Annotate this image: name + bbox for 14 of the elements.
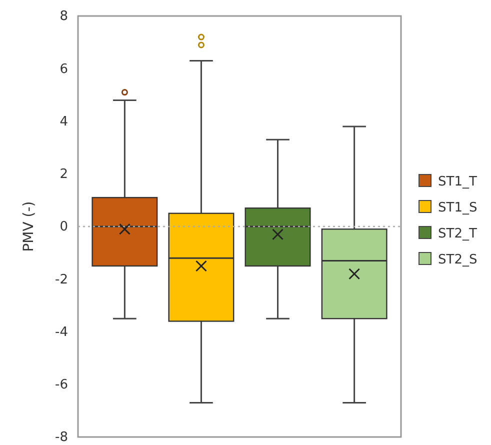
y-tick-label: 8 (60, 9, 68, 24)
y-tick-label: -4 (55, 324, 68, 340)
legend-label: ST2_S (438, 252, 478, 268)
y-tick-label: 2 (60, 167, 68, 182)
y-tick-label: 0 (60, 220, 68, 235)
y-tick-label: -2 (55, 272, 68, 288)
legend-label: ST1_S (438, 200, 478, 216)
y-tick-label: -6 (55, 378, 68, 393)
y-axis-title: PMV (-) (21, 201, 37, 252)
y-tick-label: -8 (55, 430, 68, 445)
legend-label: ST2_T (438, 226, 477, 242)
y-tick-label: 6 (60, 62, 68, 77)
legend-label: ST1_T (438, 174, 477, 190)
y-tick-label: 4 (60, 114, 68, 130)
